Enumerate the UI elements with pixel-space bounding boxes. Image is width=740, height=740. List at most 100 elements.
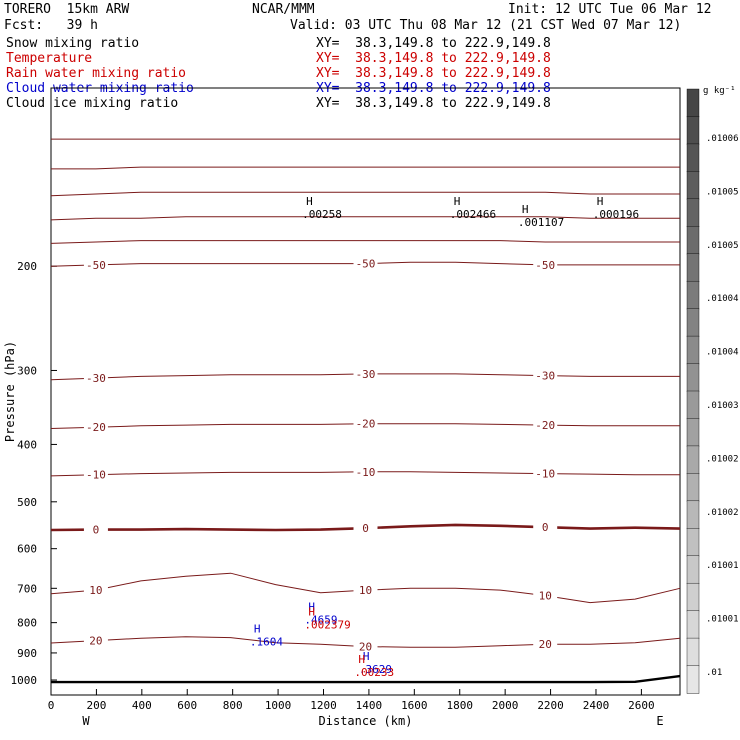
x-tick-label: 1800 <box>446 699 473 712</box>
colorbar-segment <box>686 198 700 227</box>
legend-label: Temperature <box>6 51 93 66</box>
colorbar-segment <box>686 143 700 173</box>
contour-label-bg <box>353 584 378 597</box>
colorbar-segment <box>686 116 700 145</box>
temperature-contour-line <box>50 216 680 221</box>
rain-water-maximum-marker: H <box>308 605 315 618</box>
colorbar-label: .01 <box>706 668 722 678</box>
temperature-contour-label: 0 <box>362 522 369 535</box>
x-tick-label: 2600 <box>628 699 655 712</box>
contour-label-bg <box>83 584 108 597</box>
x-tick-label: 1000 <box>265 699 292 712</box>
contour-label-bg <box>83 523 108 536</box>
colorbar-segment <box>686 528 700 557</box>
temperature-contour-label: 0 <box>93 524 100 537</box>
temperature-contour-label: 0 <box>542 521 549 534</box>
cloud-ice-maximum-value: .002466 <box>450 208 496 221</box>
contour-label-bg <box>353 417 378 430</box>
temperature-contour-label: -20 <box>86 421 106 434</box>
x-tick-label: 800 <box>223 699 243 712</box>
contour-label-bg <box>83 258 108 271</box>
temperature-contour-label: -30 <box>535 370 555 383</box>
contour-label-bg <box>83 421 108 434</box>
y-tick-label: 600 <box>17 543 37 556</box>
contour-label-bg <box>533 467 558 480</box>
contour-label-bg <box>353 640 378 653</box>
temperature-contour-line <box>51 166 680 170</box>
colorbar-label: .01003 <box>706 401 739 411</box>
x-tick-label: 1400 <box>356 699 383 712</box>
temperature-contour-label: -10 <box>86 469 106 482</box>
x-tick-label: 2400 <box>583 699 610 712</box>
cloud-ice-maximum-value: .000196 <box>593 208 639 221</box>
contour-label-bg <box>533 638 558 651</box>
cloud-ice-maximum-marker: H <box>306 195 313 208</box>
colorbar-segment <box>686 418 700 447</box>
contour-label-bg <box>353 367 378 380</box>
legend-xy-range: XY= 38.3,149.8 to 222.9,149.8 <box>316 96 551 111</box>
colorbar-label: .01002 <box>706 508 739 518</box>
y-tick-label: 200 <box>17 260 37 273</box>
legend-xy-range: XY= 38.3,149.8 to 222.9,149.8 <box>316 51 551 66</box>
y-tick-label: 900 <box>17 647 37 660</box>
x-tick-label: 1600 <box>401 699 428 712</box>
cloud-water-maximum-marker: H <box>254 623 261 636</box>
legend-label: Rain water mixing ratio <box>6 66 187 81</box>
temperature-contour-label: 10 <box>359 584 372 597</box>
x-right-label: E <box>656 714 663 728</box>
x-axis-title: Distance (km) <box>319 714 413 728</box>
y-tick-label: 300 <box>17 364 37 377</box>
temperature-contour-label: 20 <box>359 641 372 654</box>
colorbar-label: .01004 <box>706 348 739 358</box>
temperature-contour-label: -20 <box>356 418 376 431</box>
temperature-contour-label: -30 <box>356 368 376 381</box>
center-title: NCAR/MMM <box>252 2 315 17</box>
legend-label: Cloud ice mixing ratio <box>6 96 179 111</box>
colorbar-segment <box>686 88 700 118</box>
colorbar-segment <box>686 171 700 200</box>
colorbar-label: .01001 <box>706 561 739 571</box>
colorbar-segment <box>686 555 700 584</box>
cloud-ice-maximum-marker: H <box>454 195 461 208</box>
colorbar-label: .01004 <box>706 294 739 304</box>
contour-label-bg <box>533 521 558 534</box>
x-tick-label: 200 <box>86 699 106 712</box>
temperature-contour-label: 20 <box>539 638 552 651</box>
contour-label-bg <box>533 589 558 602</box>
contour-label-bg <box>353 522 378 535</box>
colorbar-segment <box>686 280 700 310</box>
legend-xy-range: XY= 38.3,149.8 to 222.9,149.8 <box>316 36 551 51</box>
rain-water-maximum-value: .00233 <box>354 666 394 679</box>
x-tick-label: 2200 <box>537 699 564 712</box>
colorbar-segment <box>686 226 700 255</box>
valid-time: Valid: 03 UTC Thu 08 Mar 12 (21 CST Wed … <box>290 18 682 33</box>
contour-label-bg <box>83 468 108 481</box>
temperature-contour-line <box>50 240 680 244</box>
model-title: TORERO 15km ARW <box>4 2 130 17</box>
temperature-contour-label: -10 <box>356 466 376 479</box>
temperature-contour-label: -10 <box>535 468 555 481</box>
cloud-ice-maximum-value: .001107 <box>518 216 564 229</box>
temperature-contour-label: -30 <box>86 372 106 385</box>
rain-water-maximum-value: .002379 <box>304 618 350 631</box>
colorbar-unit: g kg⁻¹ <box>703 86 736 96</box>
cloud-water-maximum-marker: H <box>308 600 315 613</box>
x-tick-label: 2000 <box>492 699 519 712</box>
colorbar-segment <box>686 473 700 502</box>
colorbar-segment <box>686 308 700 337</box>
colorbar-label: .01002 <box>706 454 739 464</box>
cloud-water-maximum-marker: H <box>363 650 370 663</box>
y-tick-label: 1000 <box>11 674 38 687</box>
legend-label: Snow mixing ratio <box>6 36 140 51</box>
temperature-contour-label: -50 <box>356 258 376 271</box>
cloud-ice-maximum-marker: H <box>522 203 529 216</box>
contour-label-bg <box>353 465 378 478</box>
colorbar-segment <box>686 500 700 529</box>
colorbar-segment <box>686 665 700 694</box>
colorbar-segment <box>686 390 700 420</box>
y-tick-label: 700 <box>17 582 37 595</box>
plot-frame <box>50 87 681 696</box>
y-tick-label: 400 <box>17 438 37 451</box>
